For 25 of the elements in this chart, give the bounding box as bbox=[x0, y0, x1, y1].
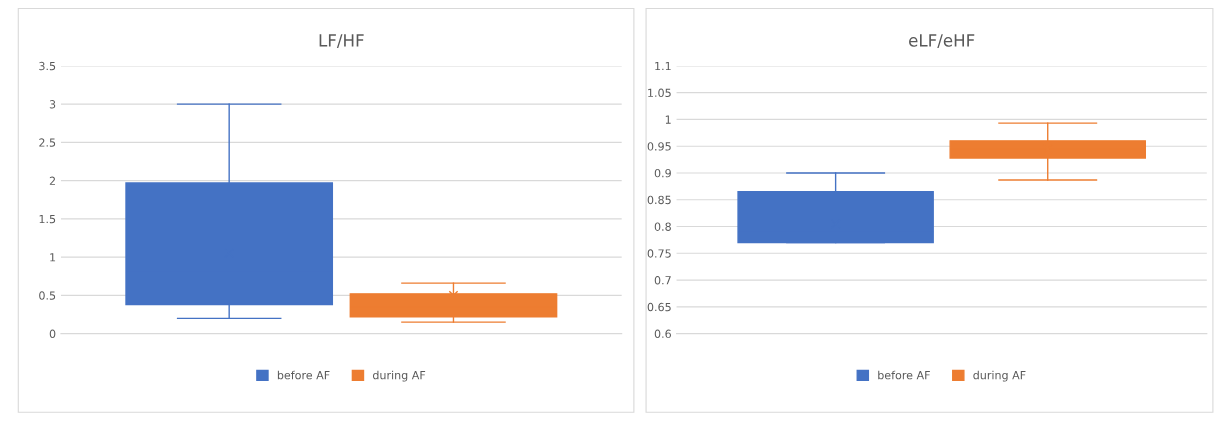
y-tick-label: 0.6 bbox=[654, 329, 671, 338]
y-tick-label: 0.7 bbox=[654, 276, 671, 285]
y-tick-label: 2.5 bbox=[39, 138, 56, 147]
legend-label: before AF bbox=[277, 370, 330, 380]
y-tick-label: 0.8 bbox=[654, 222, 671, 231]
legend-label: during AF bbox=[373, 370, 426, 382]
y-tick-label: 1.1 bbox=[655, 62, 671, 71]
y-tick-label: 0.5 bbox=[39, 291, 56, 300]
y-tick-label: 1 bbox=[50, 253, 56, 262]
y-tick-label: 3.5 bbox=[39, 61, 56, 71]
y-tick-label: 2 bbox=[49, 176, 55, 185]
chart-title: eLF/eHF bbox=[909, 34, 975, 48]
y-tick-label: 0 bbox=[49, 329, 56, 338]
chart-title: LF/HF bbox=[319, 34, 364, 48]
y-tick-label: 0.95 bbox=[647, 142, 671, 151]
y-tick-label: 1.5 bbox=[39, 215, 56, 224]
y-tick-label: 3 bbox=[49, 100, 56, 109]
y-tick-label: 0.85 bbox=[647, 195, 671, 205]
legend-label: during AF bbox=[973, 370, 1026, 382]
legend-label: before AF bbox=[878, 370, 930, 380]
y-tick-label: 1.05 bbox=[648, 88, 671, 98]
y-tick-label: 0.9 bbox=[654, 168, 671, 178]
y-tick-label: 0.75 bbox=[647, 249, 671, 258]
y-tick-label: 0.65 bbox=[647, 302, 671, 312]
y-tick-label: 1 bbox=[665, 115, 671, 124]
